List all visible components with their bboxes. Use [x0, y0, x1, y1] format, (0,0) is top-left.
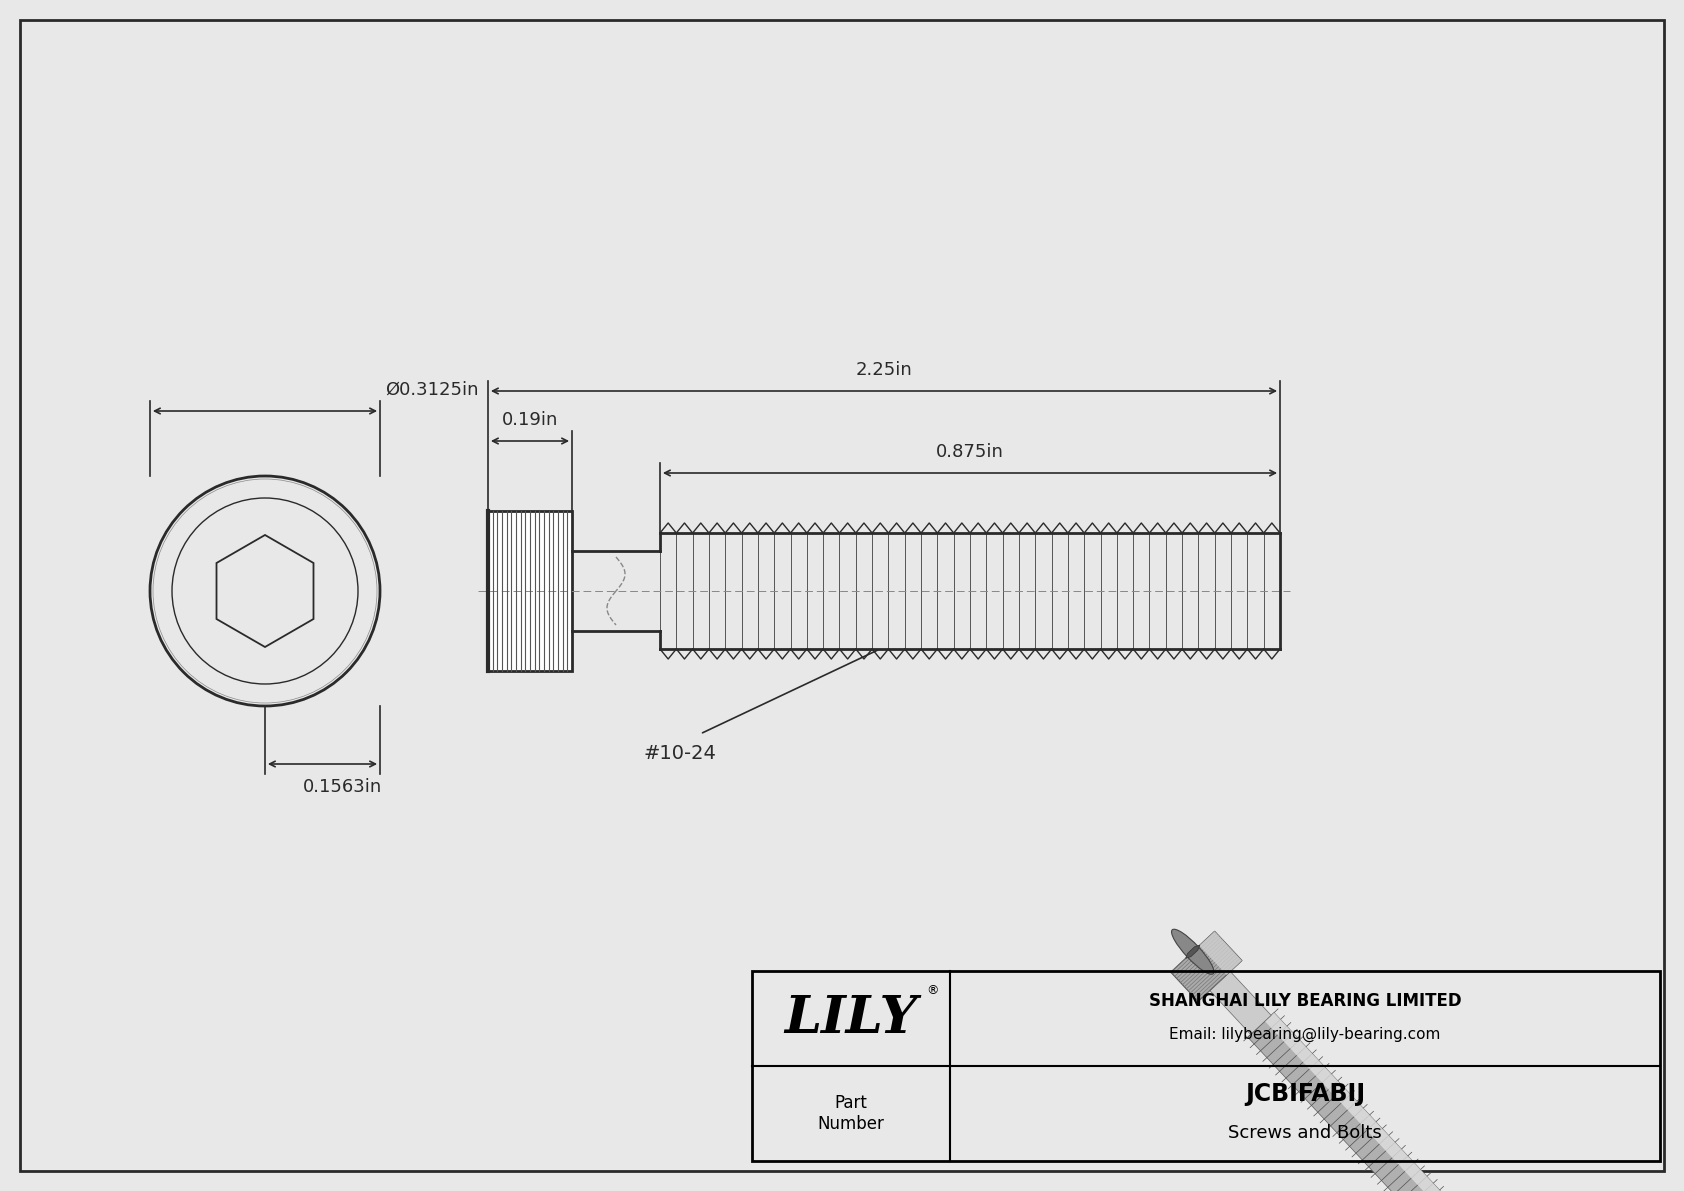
- Text: Screws and Bolts: Screws and Bolts: [1228, 1124, 1383, 1142]
- Polygon shape: [488, 511, 573, 671]
- Ellipse shape: [1172, 929, 1214, 974]
- Text: Ø0.3125in: Ø0.3125in: [386, 381, 478, 399]
- Text: SHANGHAI LILY BEARING LIMITED: SHANGHAI LILY BEARING LIMITED: [1148, 991, 1462, 1010]
- Text: Email: lilybearing@lily-bearing.com: Email: lilybearing@lily-bearing.com: [1169, 1027, 1442, 1042]
- Text: #10-24: #10-24: [643, 744, 716, 763]
- Text: 0.1563in: 0.1563in: [303, 778, 382, 796]
- Text: LILY: LILY: [785, 993, 918, 1045]
- Polygon shape: [1265, 1012, 1561, 1191]
- Text: JCBIFABIJ: JCBIFABIJ: [1244, 1081, 1366, 1105]
- Text: ®: ®: [926, 984, 940, 997]
- Text: 2.25in: 2.25in: [855, 361, 913, 379]
- Polygon shape: [1186, 946, 1199, 959]
- Polygon shape: [1209, 972, 1271, 1035]
- Polygon shape: [1199, 931, 1241, 975]
- Polygon shape: [1248, 1012, 1561, 1191]
- Text: Part
Number: Part Number: [817, 1095, 884, 1133]
- Text: 0.19in: 0.19in: [502, 411, 557, 429]
- Text: 0.875in: 0.875in: [936, 443, 1004, 461]
- Polygon shape: [1170, 931, 1241, 1002]
